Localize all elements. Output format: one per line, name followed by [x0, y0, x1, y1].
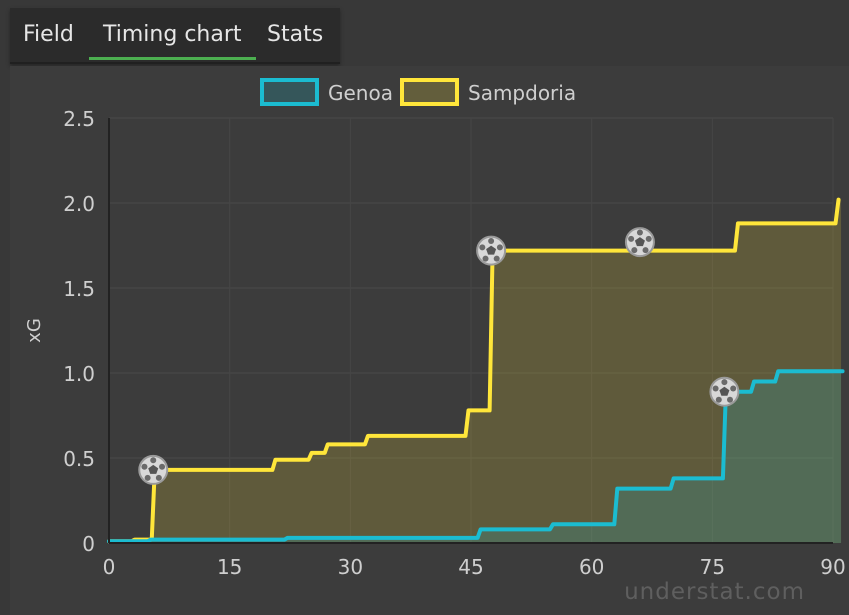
soccer-ball-patch: [636, 229, 643, 236]
y-tick-label: 0: [82, 532, 95, 556]
soccer-ball-patch: [150, 457, 157, 464]
soccer-ball-patch: [488, 238, 495, 244]
chart-areas: [109, 199, 843, 543]
genoa-line: [107, 369, 845, 544]
chart-goal-markers: [138, 227, 740, 485]
soccer-ball-patch: [141, 463, 148, 470]
x-tick-label: 90: [820, 555, 845, 579]
soccer-ball-patch: [631, 247, 638, 254]
x-tick-label: 15: [217, 555, 242, 579]
x-tick-label: 45: [458, 555, 483, 579]
soccer-ball-patch: [634, 237, 645, 247]
chart-legend: Genoa Sampdoria: [260, 78, 576, 106]
sampdoria-area: [109, 199, 842, 543]
legend-swatch-sampdoria: [400, 78, 459, 106]
xg-timing-chart: 0 0.5 1.0 1.5 2.0 2.5 0 15 30 45 60 75 90 xG Genoa Sam…: [24, 78, 846, 579]
chart-axes: 0 0.5 1.0 1.5 2.0 2.5 0 15 30 45 60 75 90 xG: [24, 107, 846, 579]
soccer-ball-icon: [476, 235, 507, 266]
soccer-ball-patch: [486, 245, 497, 255]
soccer-ball-patch: [482, 255, 489, 262]
soccer-ball-patch: [159, 463, 166, 470]
y-tick-label: 1.0: [63, 362, 95, 386]
chart-lines: [107, 197, 845, 544]
soccer-ball-icon: [138, 454, 169, 485]
soccer-ball-patch: [719, 386, 730, 396]
y-tick-label: 0.5: [63, 447, 95, 471]
x-tick-label: 60: [579, 555, 604, 579]
soccer-ball-patch: [493, 255, 500, 262]
soccer-ball-patch: [642, 247, 649, 254]
genoa-area: [109, 371, 843, 543]
soccer-ball-patch: [479, 244, 486, 251]
y-axis-label: xG: [24, 318, 45, 343]
soccer-ball-patch: [628, 235, 635, 242]
soccer-ball-patch: [645, 235, 652, 242]
soccer-ball-patch: [715, 396, 722, 403]
y-tick-label: 1.5: [63, 277, 95, 301]
tab-field[interactable]: Field: [23, 22, 74, 47]
tab-stats[interactable]: Stats: [267, 22, 324, 47]
soccer-ball-patch: [730, 385, 737, 392]
soccer-ball-patch: [155, 474, 162, 481]
y-tick-label: 2.5: [63, 107, 95, 131]
x-tick-label: 30: [338, 555, 363, 579]
legend-swatch-genoa: [260, 78, 319, 106]
soccer-ball-patch: [712, 385, 719, 392]
soccer-ball-icon: [709, 376, 740, 407]
legend-label-sampdoria: Sampdoria: [468, 81, 576, 105]
sampdoria-line: [107, 197, 841, 544]
legend-label-genoa: Genoa: [328, 81, 393, 105]
soccer-ball-patch: [144, 474, 151, 481]
x-tick-label: 75: [700, 555, 725, 579]
watermark: understat.com: [624, 579, 805, 605]
soccer-ball-icon: [624, 227, 655, 258]
x-tick-label: 0: [103, 555, 116, 579]
soccer-ball-patch: [496, 244, 503, 251]
soccer-ball-patch: [721, 379, 728, 386]
y-tick-label: 2.0: [63, 192, 95, 216]
timing-chart-panel: 0 0.5 1.0 1.5 2.0 2.5 0 15 30 45 60 75 90 xG Genoa Sam…: [10, 66, 849, 615]
soccer-ball-patch: [148, 464, 159, 474]
tab-bar: Field Timing chart Stats: [10, 8, 340, 64]
chart-grid: [108, 117, 834, 544]
soccer-ball-patch: [727, 396, 733, 403]
tab-timing-chart[interactable]: Timing chart: [89, 8, 255, 62]
